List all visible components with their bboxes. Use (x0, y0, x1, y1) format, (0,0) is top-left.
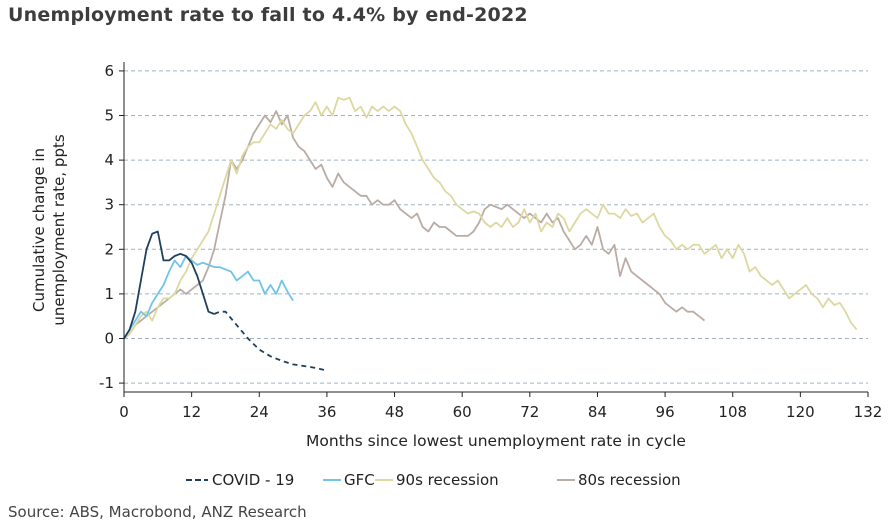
y-tick-label: 4 (104, 151, 114, 169)
y-axis-label-line2: unemployment rate, ppts (50, 134, 68, 326)
series-line-nineties (123, 96, 858, 340)
x-tick-label: 0 (119, 403, 129, 421)
legend-label-gfc: GFC (344, 471, 375, 489)
axes (123, 62, 868, 393)
y-tick-label: 2 (104, 240, 114, 258)
y-tick-label: 6 (104, 62, 114, 80)
y-axis-label-line1: Cumulative change in (30, 148, 48, 312)
legend: COVID - 19 GFC 90s recession 80s recession (186, 471, 681, 489)
series-line-covid (123, 230, 215, 339)
legend-label-eighties: 80s recession (578, 471, 681, 489)
x-tick-label: 84 (588, 403, 607, 421)
chart-title: Unemployment rate to fall to 4.4% by end… (8, 4, 528, 26)
x-tick-label: 72 (520, 403, 539, 421)
x-tick-label: 12 (182, 403, 201, 421)
legend-label-nineties: 90s recession (396, 471, 499, 489)
x-tick-label: 132 (854, 403, 883, 421)
y-axis-label-group: Cumulative change in unemployment rate, … (30, 134, 68, 326)
gridlines (124, 70, 868, 384)
y-tick-label: 5 (104, 107, 114, 125)
x-tick-label: 96 (656, 403, 675, 421)
x-tick-label: 36 (317, 403, 336, 421)
x-tick-label: 60 (453, 403, 472, 421)
legend-label-covid: COVID - 19 (212, 471, 294, 489)
y-tick-label: 3 (104, 196, 114, 214)
y-tick-label: 1 (104, 285, 114, 303)
series-lines (123, 96, 858, 372)
x-tick-label: 108 (718, 403, 747, 421)
y-tick-label: -1 (99, 374, 114, 392)
series-line-eighties (123, 110, 706, 340)
x-axis-label: Months since lowest unemployment rate in… (306, 432, 686, 450)
x-tick-label: 48 (385, 403, 404, 421)
series-forecast-covid (213, 310, 328, 372)
x-tick-label: 24 (250, 403, 269, 421)
x-tick-label: 120 (786, 403, 815, 421)
source-note: Source: ABS, Macrobond, ANZ Research (8, 503, 307, 521)
y-tick-label: 0 (104, 329, 114, 347)
series-line-gfc (123, 255, 294, 339)
